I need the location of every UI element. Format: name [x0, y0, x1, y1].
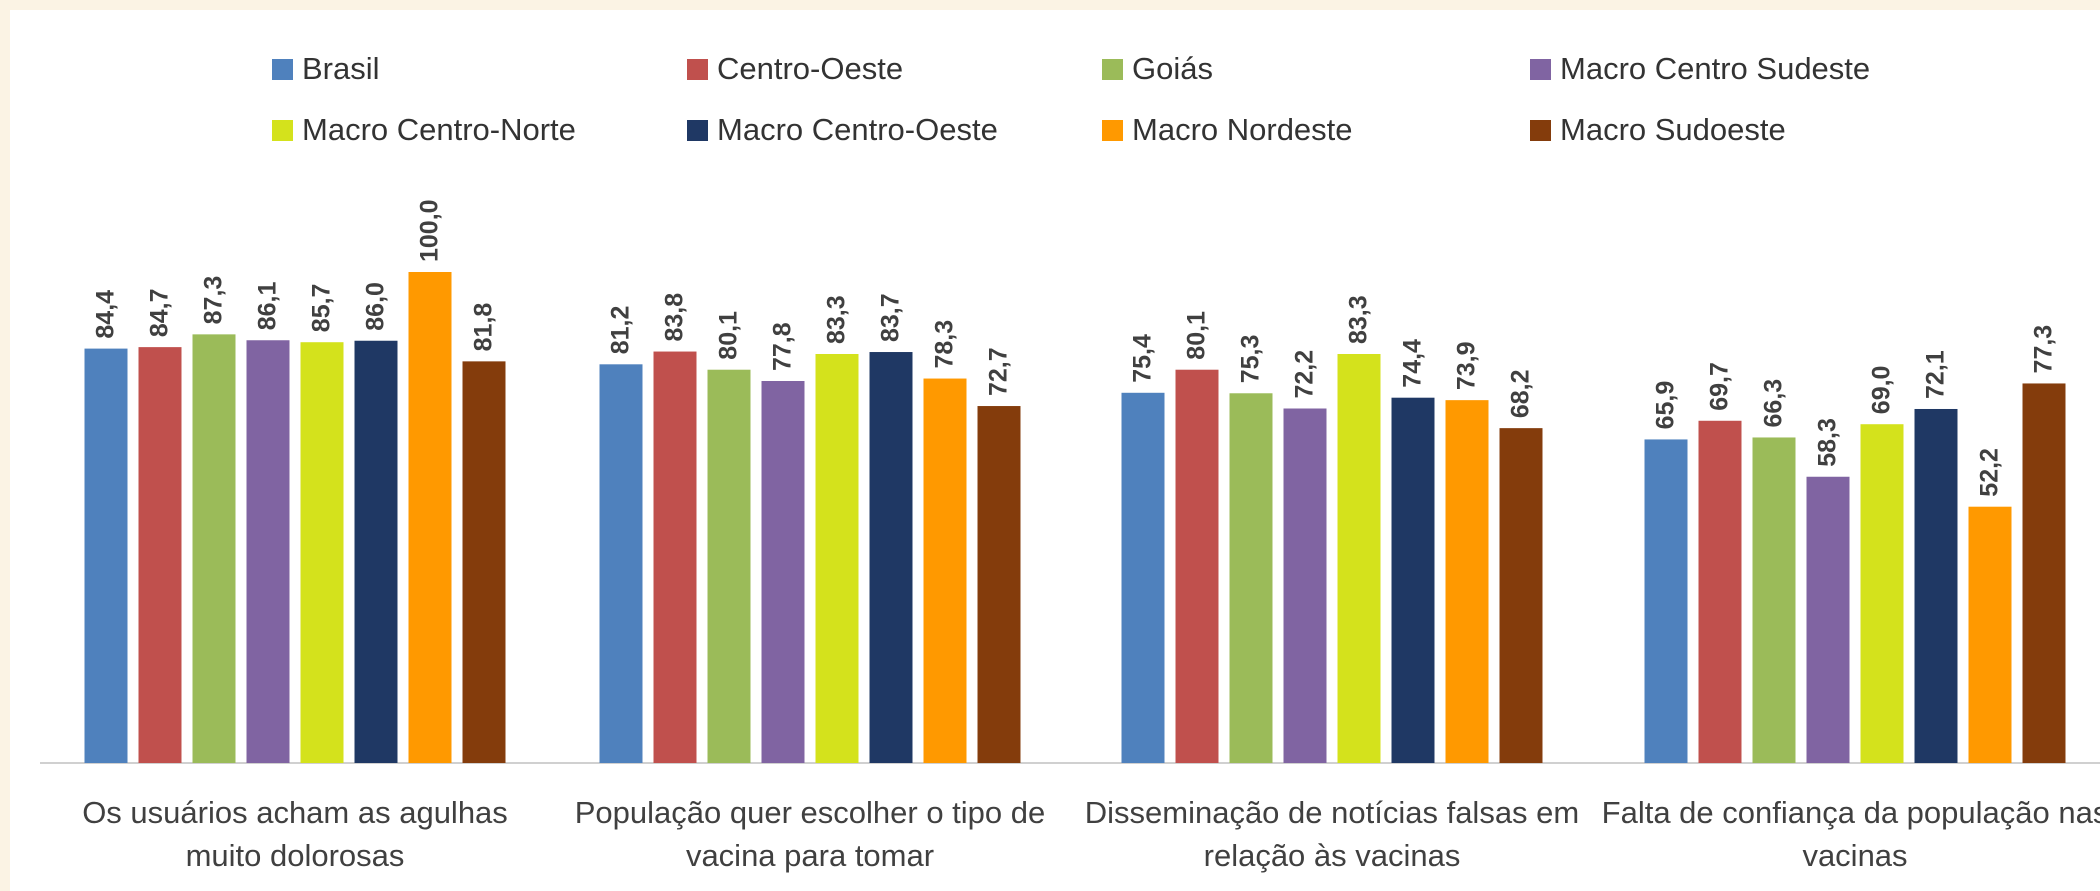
bar — [1175, 369, 1219, 763]
value-label: 100,0 — [416, 199, 444, 262]
bar — [1391, 397, 1435, 763]
value-label: 72,2 — [1291, 350, 1319, 399]
bar — [977, 406, 1021, 763]
legend-swatch — [272, 120, 293, 141]
value-label: 84,4 — [92, 290, 120, 339]
value-label: 58,3 — [1814, 418, 1842, 467]
bar — [653, 351, 697, 763]
bar — [1698, 420, 1742, 763]
legend-label: Centro-Oeste — [717, 51, 903, 86]
value-label: 72,7 — [985, 347, 1013, 396]
value-label: 75,3 — [1237, 335, 1265, 384]
value-label: 87,3 — [200, 276, 228, 325]
value-label: 86,1 — [254, 281, 282, 330]
x-tick-label: Os usuários acham as agulhas muito dolor… — [82, 795, 508, 873]
bar — [138, 347, 182, 763]
x-tick-label: Falta de confiança da população nas vaci… — [1601, 795, 2100, 873]
value-label: 69,0 — [1868, 366, 1896, 415]
legend-swatch — [1530, 59, 1551, 80]
legend-label: Brasil — [302, 51, 380, 86]
bar — [300, 342, 344, 763]
bar — [1337, 353, 1381, 763]
x-tick-label: Disseminação de notícias falsas em relaç… — [1084, 795, 1580, 873]
x-tick-label: População quer escolher o tipo de vacina… — [574, 795, 1046, 873]
bar — [462, 361, 506, 763]
value-label: 80,1 — [715, 311, 743, 360]
value-label: 74,4 — [1399, 339, 1427, 388]
bar — [1860, 424, 1904, 763]
value-label: 86,0 — [362, 282, 390, 331]
value-label: 72,1 — [1922, 350, 1950, 399]
legend-swatch — [1102, 59, 1123, 80]
bar — [761, 381, 805, 763]
bar — [1229, 393, 1273, 763]
value-label: 78,3 — [931, 320, 959, 369]
bar — [1499, 428, 1543, 763]
value-label: 73,9 — [1453, 341, 1481, 390]
bar — [192, 334, 236, 763]
legend-swatch — [272, 59, 293, 80]
value-label: 68,2 — [1507, 369, 1535, 418]
legend-label: Macro Centro-Oeste — [717, 112, 998, 147]
bar — [869, 352, 913, 763]
legend-label: Macro Centro Sudeste — [1560, 51, 1870, 86]
legend-swatch — [1102, 120, 1123, 141]
bar — [815, 353, 859, 763]
value-label: 83,3 — [823, 295, 851, 344]
value-label: 84,7 — [146, 288, 174, 337]
value-label: 83,3 — [1345, 295, 1373, 344]
value-label: 77,3 — [2030, 325, 2058, 374]
legend-label: Macro Centro-Norte — [302, 112, 576, 147]
value-label: 65,9 — [1652, 381, 1680, 430]
legend-swatch — [687, 120, 708, 141]
bar — [1445, 400, 1489, 763]
bar — [1914, 408, 1958, 763]
value-label: 75,4 — [1129, 334, 1157, 383]
value-label: 83,7 — [877, 293, 905, 342]
bar — [923, 378, 967, 763]
bar — [707, 369, 751, 763]
legend-swatch — [1530, 120, 1551, 141]
bar — [2022, 383, 2066, 763]
value-label: 81,2 — [607, 306, 635, 355]
legend-label: Goiás — [1132, 51, 1213, 86]
value-label: 66,3 — [1760, 379, 1788, 428]
legend-label: Macro Nordeste — [1132, 112, 1353, 147]
bar — [1283, 408, 1327, 763]
value-label: 77,8 — [769, 322, 797, 371]
bar — [1752, 437, 1796, 763]
bar — [1968, 506, 2012, 763]
bar — [84, 348, 128, 763]
bar — [599, 364, 643, 763]
value-label: 83,8 — [661, 293, 689, 342]
bar — [354, 340, 398, 763]
bar — [1806, 476, 1850, 763]
value-label: 85,7 — [308, 284, 336, 333]
value-label: 80,1 — [1183, 311, 1211, 360]
bar — [1644, 439, 1688, 763]
value-label: 81,8 — [470, 303, 498, 352]
legend-label: Macro Sudoeste — [1560, 112, 1786, 147]
bar — [408, 272, 452, 763]
bar — [1121, 392, 1165, 763]
value-label: 69,7 — [1706, 362, 1734, 411]
value-label: 52,2 — [1976, 448, 2004, 497]
legend-swatch — [687, 59, 708, 80]
bar — [246, 340, 290, 763]
